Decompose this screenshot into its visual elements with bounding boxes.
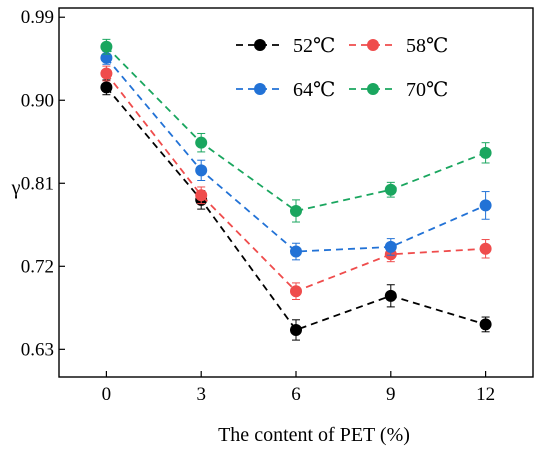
legend-swatch-marker — [254, 39, 266, 51]
y-tick-label: 0.90 — [21, 90, 54, 111]
data-point — [290, 285, 302, 298]
axis-layer: 0 3 6 9 12 0.63 0.72 0.81 0.90 0.99 — [21, 7, 495, 405]
legend-swatch-marker — [254, 83, 266, 95]
data-point — [384, 240, 397, 253]
legend-swatch-marker — [367, 83, 379, 95]
y-tick-label: 0.72 — [21, 256, 54, 277]
series-line — [105, 46, 486, 212]
x-tick-label: 12 — [476, 384, 495, 405]
legend-item: 70℃ — [349, 79, 448, 101]
legend-label: 58℃ — [406, 35, 448, 57]
x-axis-title: The content of PET (%) — [218, 424, 410, 446]
data-layer — [100, 38, 492, 341]
y-tick-label: 0.63 — [21, 339, 54, 360]
data-point — [479, 242, 492, 255]
y-axis-title: γ — [11, 177, 21, 199]
data-point — [290, 204, 302, 217]
legend: 52℃ 58℃ 64℃ 70℃ — [236, 35, 448, 101]
x-tick-label: 3 — [196, 384, 206, 405]
y-tick-label: 0.81 — [21, 173, 54, 194]
legend-label: 52℃ — [293, 35, 335, 57]
legend-label: 70℃ — [406, 79, 448, 101]
series-line — [105, 57, 486, 253]
data-point — [100, 81, 113, 94]
data-point — [479, 199, 492, 212]
data-point — [195, 136, 208, 149]
data-point — [384, 183, 397, 196]
x-tick-label: 6 — [291, 384, 301, 405]
data-point — [100, 67, 113, 80]
data-point — [479, 318, 492, 331]
data-point — [195, 164, 208, 177]
data-point — [290, 245, 302, 258]
data-point — [100, 51, 113, 64]
data-point — [195, 189, 208, 202]
legend-label: 64℃ — [293, 79, 335, 101]
data-point — [384, 289, 397, 302]
series-line — [105, 86, 486, 332]
legend-swatch-marker — [367, 39, 379, 51]
series-3 — [100, 38, 492, 223]
legend-item: 52℃ — [236, 35, 335, 57]
x-tick-label: 0 — [102, 384, 112, 405]
y-tick-label: 0.99 — [21, 7, 54, 28]
data-point — [100, 40, 113, 53]
legend-item: 64℃ — [236, 79, 335, 101]
x-tick-label: 9 — [386, 384, 396, 405]
legend-item: 58℃ — [349, 35, 448, 57]
data-point — [290, 323, 302, 336]
data-point — [479, 146, 492, 159]
